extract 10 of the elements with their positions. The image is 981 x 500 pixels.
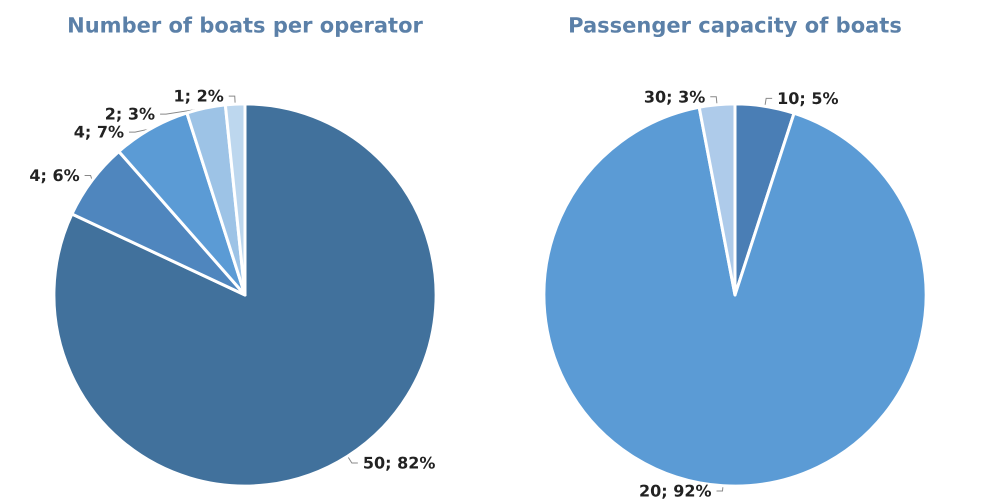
data-label: 50; 82% [362, 453, 436, 472]
data-label: 10; 5% [777, 88, 839, 108]
chart-title: Passenger capacity of boats [568, 14, 902, 38]
data-label: 4; 7% [74, 122, 124, 142]
data-label: 4; 6% [29, 166, 80, 185]
data-label: 1; 2% [173, 86, 224, 106]
data-label: 30; 3% [644, 87, 706, 106]
data-label: 2; 3% [104, 104, 156, 124]
chart-title: Number of boats per operator [67, 14, 424, 38]
data-label: 20; 92% [638, 482, 712, 500]
